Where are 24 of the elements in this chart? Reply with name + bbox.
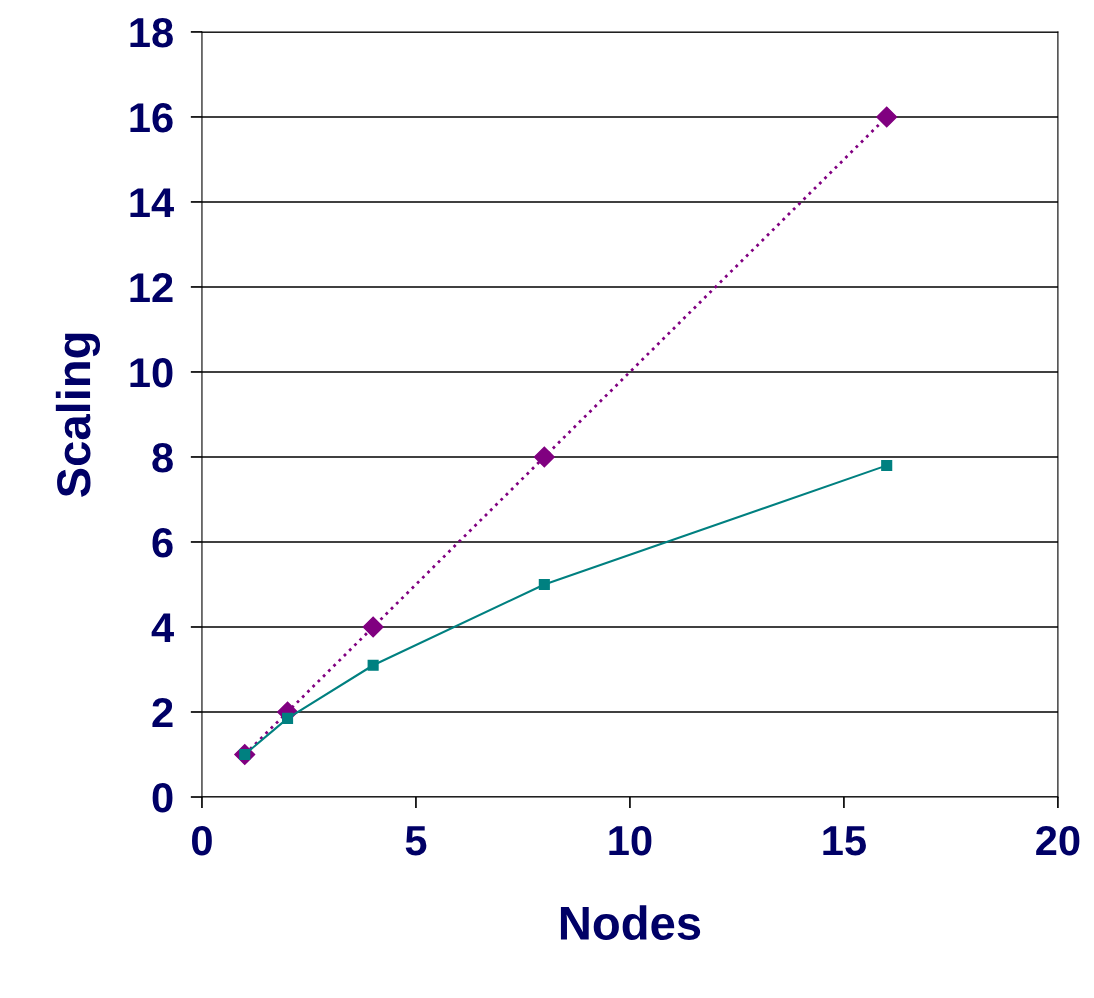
x-tick-label: 5 (405, 826, 427, 856)
y-tick-label: 14 (130, 188, 174, 218)
y-tick-label: 6 (152, 527, 173, 558)
point (881, 459, 893, 472)
x-axis-title: Nodes (560, 905, 701, 940)
y-tick-label: 4 (151, 613, 174, 643)
point (538, 578, 550, 591)
y-axis-title: Scaling (55, 333, 101, 498)
x-tick-label: 15 (823, 826, 866, 856)
point (367, 659, 379, 671)
y-tick-label: 2 (152, 698, 173, 728)
y-tick-label: 0 (152, 783, 173, 813)
y-tick-label: 12 (130, 272, 173, 303)
point (362, 616, 384, 638)
x-tick-label: 20 (1036, 825, 1080, 856)
x-tick-label: 0 (192, 825, 212, 856)
y-tick-label: 18 (130, 17, 173, 48)
point (876, 106, 898, 128)
y-tick-label: 10 (130, 357, 173, 388)
point (533, 446, 555, 468)
point (281, 712, 294, 724)
y-tick-label: 16 (130, 102, 173, 133)
x-tick-label: 10 (609, 825, 652, 856)
y-tick-label: 8 (152, 442, 173, 473)
